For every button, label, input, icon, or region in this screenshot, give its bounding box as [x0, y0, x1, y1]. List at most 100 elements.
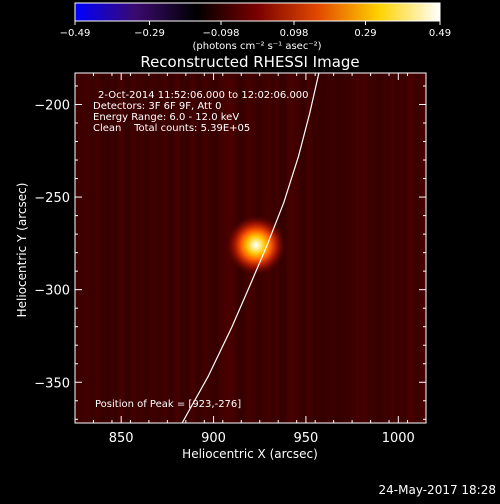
map-streak	[319, 73, 323, 423]
map-streak	[331, 73, 335, 423]
map-streak	[387, 73, 391, 423]
map-streak	[91, 73, 95, 423]
colorbar-tick-label: 0.49	[429, 28, 451, 39]
map-streak	[351, 73, 355, 423]
map-streak	[419, 73, 423, 423]
map-streak	[195, 73, 199, 423]
map-streak	[399, 73, 403, 423]
map-streak	[379, 73, 383, 423]
y-tick-label: −200	[34, 98, 70, 113]
map-streak	[199, 73, 203, 423]
map-streak	[423, 73, 426, 423]
map-streak	[119, 73, 123, 423]
colorbar-tick-label: −0.29	[134, 28, 165, 39]
map-streak	[371, 73, 375, 423]
map-streak	[359, 73, 363, 423]
chart-title: Reconstructed RHESSI Image	[140, 53, 359, 71]
map-streak	[167, 73, 171, 423]
map-streak	[135, 73, 139, 423]
x-tick-label: 900	[201, 431, 226, 446]
plot-area	[75, 73, 426, 423]
map-streak	[307, 73, 311, 423]
map-streak	[175, 73, 179, 423]
map-streak	[363, 73, 367, 423]
colorbar-ticks: −0.49 −0.29 −0.098 0.098 0.29 0.49	[60, 21, 451, 39]
map-streak	[311, 73, 315, 423]
map-streak	[223, 73, 227, 423]
map-streak	[287, 73, 291, 423]
map-streak	[107, 73, 111, 423]
map-streak	[123, 73, 127, 423]
x-tick-label: 950	[294, 431, 319, 446]
map-streak	[151, 73, 155, 423]
map-streak	[211, 73, 215, 423]
map-streak	[327, 73, 331, 423]
colorbar	[74, 2, 441, 22]
map-streak	[75, 73, 79, 423]
footer-date: 24-May-2017 18:28	[379, 483, 496, 497]
solar-limb-curve	[181, 73, 320, 423]
map-streak	[99, 73, 103, 423]
map-streak	[95, 73, 99, 423]
colorbar-tick-label: −0.49	[60, 28, 91, 39]
map-streak	[187, 73, 191, 423]
map-streak	[315, 73, 319, 423]
map-streak	[147, 73, 151, 423]
map-streak	[303, 73, 307, 423]
map-streak	[299, 73, 303, 423]
colorbar-tick-label: −0.098	[202, 28, 239, 39]
map-streak	[295, 73, 299, 423]
map-streak	[115, 73, 119, 423]
peak-position-text: Position of Peak = [923,-276]	[95, 399, 241, 410]
map-streak	[355, 73, 359, 423]
plot-frame	[74, 72, 427, 424]
map-streak	[291, 73, 295, 423]
map-streak	[87, 73, 91, 423]
map-streak	[375, 73, 379, 423]
map-streak	[367, 73, 371, 423]
map-streak	[391, 73, 395, 423]
clean-counts-text: Clean Total counts: 5.39E+05	[93, 123, 250, 134]
colorbar-tick-label: 0.098	[280, 28, 309, 39]
colorbar-tick-label: 0.29	[354, 28, 376, 39]
map-streak	[155, 73, 159, 423]
x-tick-label: 1000	[382, 431, 415, 446]
y-axis-label: Heliocentric Y (arcsec)	[15, 183, 29, 318]
map-streak	[411, 73, 415, 423]
x-axis-label: Heliocentric X (arcsec)	[182, 447, 318, 461]
map-streak	[219, 73, 223, 423]
map-streak	[79, 73, 83, 423]
map-streak	[339, 73, 343, 423]
map-streak	[103, 73, 107, 423]
map-streak	[395, 73, 399, 423]
map-streak	[111, 73, 115, 423]
colorbar-unit-label: (photons cm⁻² s⁻¹ asec⁻²)	[192, 41, 321, 52]
y-tick-label: −350	[34, 376, 70, 391]
map-streak	[131, 73, 135, 423]
map-streak	[127, 73, 131, 423]
energy-range-text: Energy Range: 6.0 - 12.0 keV	[93, 112, 239, 123]
map-streak	[163, 73, 167, 423]
map-streak	[343, 73, 347, 423]
map-streak	[415, 73, 419, 423]
map-streak	[159, 73, 163, 423]
map-streak	[183, 73, 187, 423]
x-tick-label: 850	[109, 431, 134, 446]
map-streak	[171, 73, 175, 423]
map-streak	[191, 73, 195, 423]
map-streak	[203, 73, 207, 423]
y-tick-label: −250	[34, 191, 70, 206]
map-streak	[383, 73, 387, 423]
axis-ticks: 850 900 950 1000 −200 −250 −300 −350	[34, 73, 427, 446]
map-streak	[179, 73, 183, 423]
map-streak	[215, 73, 219, 423]
y-tick-label: −300	[34, 284, 70, 299]
map-streak	[403, 73, 407, 423]
map-streak	[335, 73, 339, 423]
detectors-text: Detectors: 3F 6F 9F, Att 0	[93, 101, 221, 112]
map-streak	[347, 73, 351, 423]
map-streak	[207, 73, 211, 423]
map-streak	[323, 73, 327, 423]
